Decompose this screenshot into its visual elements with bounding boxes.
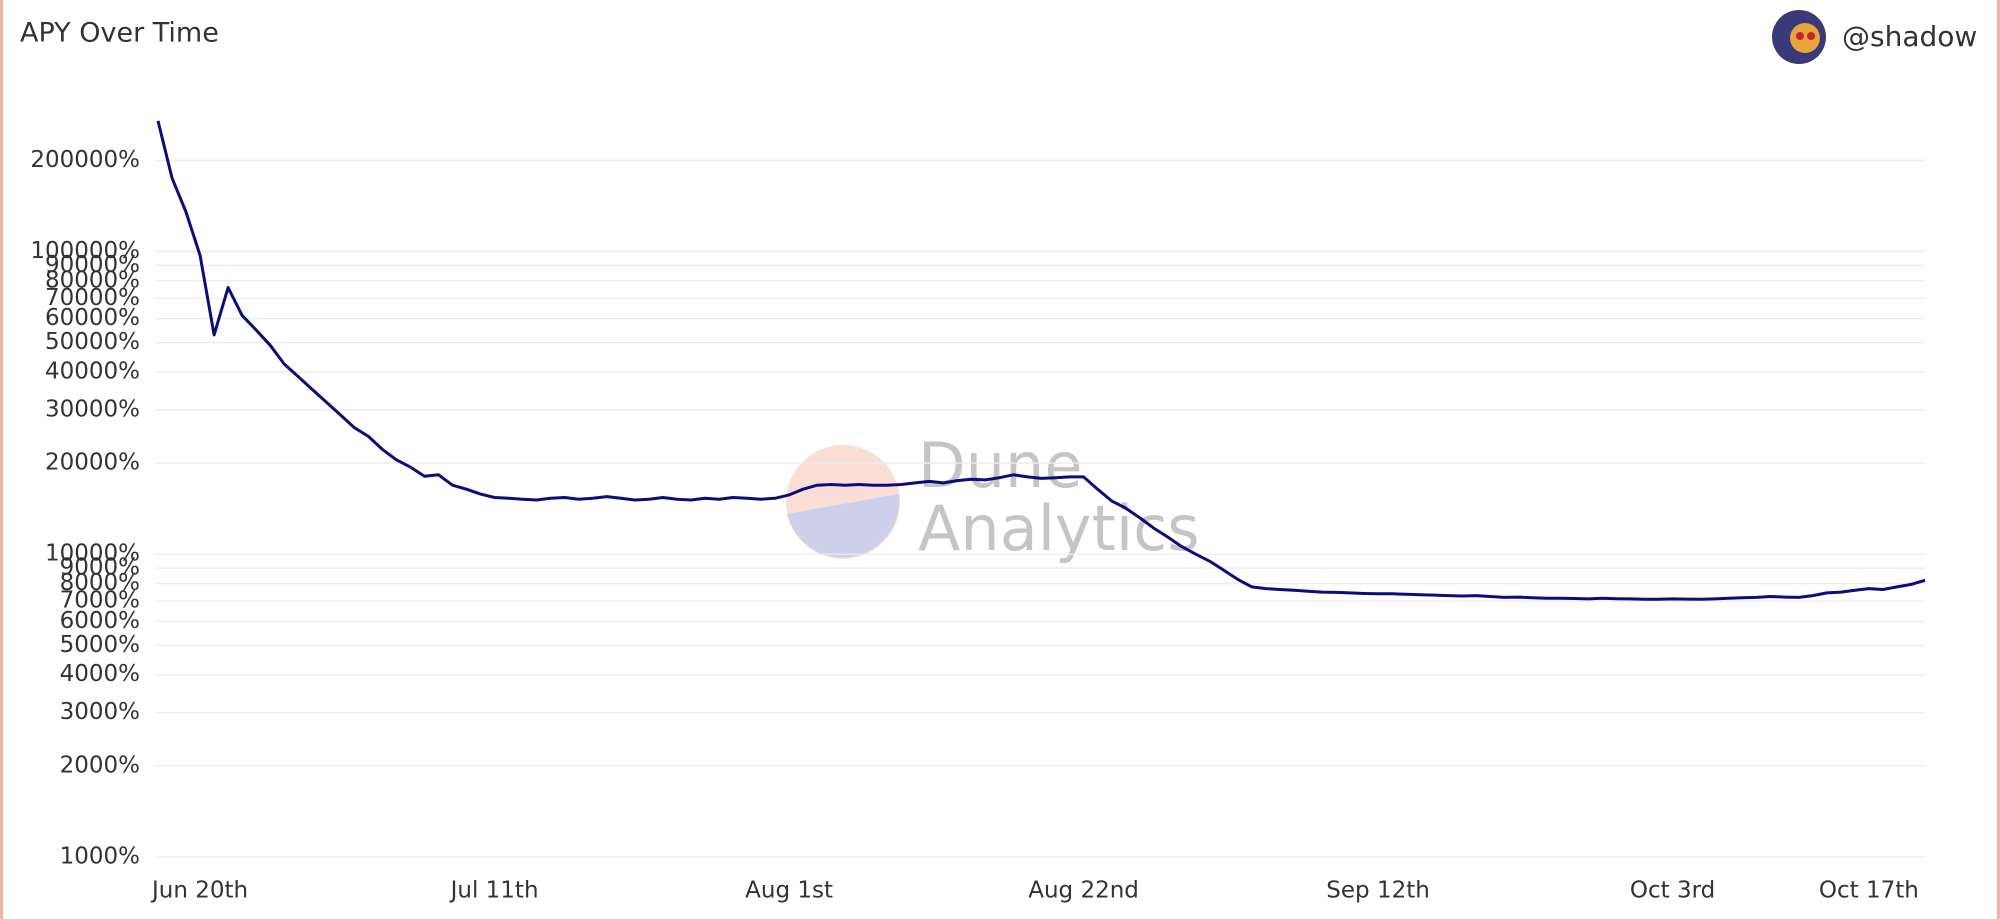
y-tick-label: 40000% <box>45 358 140 384</box>
y-tick-label: 1000% <box>60 844 140 870</box>
watermark: Dune Analytics <box>786 429 1200 565</box>
avatar <box>1772 10 1826 64</box>
x-tick-label: Oct 3rd <box>1630 878 1715 904</box>
y-tick-label: 80000% <box>45 267 140 293</box>
y-tick-label: 7000% <box>60 588 140 614</box>
y-tick-label: 60000% <box>45 305 140 331</box>
grid: 1000% 2000% 3000% 4000% 5000%6000%7000%8000%… <box>30 147 1925 904</box>
x-tick-label: Jul 11th <box>449 878 539 904</box>
y-tick-label: 100000% <box>30 238 140 264</box>
x-tick-label: Jun 20th <box>150 878 248 904</box>
y-tick-label: 50000% <box>45 329 140 355</box>
y-tick-label: 20000% <box>45 450 140 476</box>
y-tick-label: 5000% <box>60 632 140 658</box>
y-tick-label: 8000% <box>60 570 140 596</box>
y-tick-label: 4000% <box>60 661 140 687</box>
x-tick-label: Oct 17th <box>1819 878 1919 904</box>
y-tick-label: 3000% <box>60 699 140 725</box>
y-tick-label: 2000% <box>60 752 140 778</box>
x-tick-label: Aug 1st <box>745 878 833 904</box>
y-tick-label: 200000% <box>30 147 140 173</box>
x-tick-label: Sep 12th <box>1326 878 1430 904</box>
y-tick-label: 30000% <box>45 396 140 422</box>
watermark-text: Dune <box>918 429 1082 502</box>
plot <box>156 120 1926 601</box>
y-tick-label: 70000% <box>45 285 140 311</box>
y-tick-label: 6000% <box>60 608 140 634</box>
y-tick-label: 9000% <box>60 555 140 581</box>
y-tick-label: 10000% <box>45 541 140 567</box>
data-line <box>156 120 1926 601</box>
x-tick-label: Aug 22nd <box>1028 878 1139 904</box>
y-tick-label: 90000% <box>45 252 140 278</box>
chart-title: APY Over Time <box>20 18 219 49</box>
author: @shadow <box>1842 20 1977 53</box>
